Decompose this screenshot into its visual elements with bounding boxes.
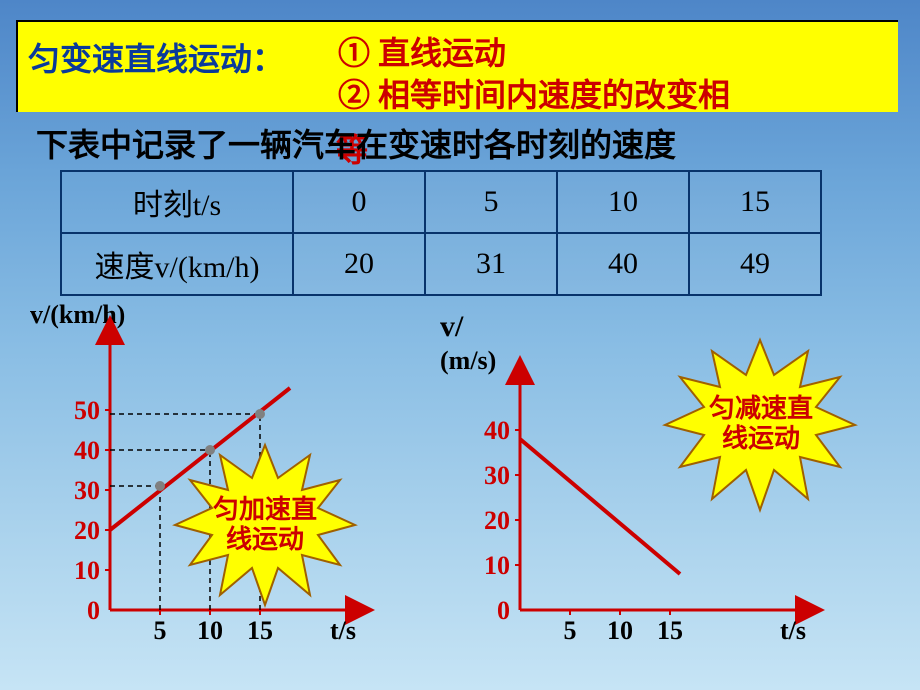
ytick: 30 [50,476,100,506]
cell: 15 [689,171,821,233]
data-table: 时刻t/s 0 5 10 15 速度v/(km/h) 20 31 40 49 [60,170,822,296]
xtick: 10 [600,616,640,646]
chart-right: v/ (m/s) 0 10 20 30 40 5 10 15 t/s 匀减速直 … [440,300,910,680]
xtick: 5 [550,616,590,646]
header-title: 匀变速直线运动： [28,34,284,80]
burst-right-text: 匀减速直 线运动 [698,394,824,454]
ytick: 0 [460,596,510,626]
header-bullet-1: ① 直线运动 [338,28,506,74]
ytick: 30 [460,461,510,491]
cell: 40 [557,233,689,295]
row1-label: 时刻t/s [61,171,293,233]
cell: 5 [425,171,557,233]
ytick: 0 [50,596,100,626]
ytick: 40 [50,436,100,466]
xtick: 10 [190,616,230,646]
row2-label: 速度v/(km/h) [61,233,293,295]
ytick: 40 [460,416,510,446]
xlabel-right: t/s [780,616,806,646]
cell: 0 [293,171,425,233]
burst-r2: 线运动 [722,424,800,453]
xtick: 15 [650,616,690,646]
burst-l2: 线运动 [226,525,304,554]
ytick: 10 [50,556,100,586]
header-bullet-2: ② 相等时间内速度的改变相 [338,70,730,116]
table-row: 时刻t/s 0 5 10 15 [61,171,821,233]
cell: 10 [557,171,689,233]
subtitle: 下表中记录了一辆汽车在变速时各时刻的速度 [36,120,676,166]
burst-left-text: 匀加速直 线运动 [205,495,325,555]
cell: 20 [293,233,425,295]
header-box: 匀变速直线运动： ① 直线运动 ② 相等时间内速度的改变相 [16,20,898,112]
ytick: 20 [50,516,100,546]
xtick: 5 [140,616,180,646]
burst-l1: 匀加速直 [213,495,317,524]
chart-left: v/(km/h) 0 10 20 30 40 50 [30,300,440,680]
xlabel-left: t/s [330,616,356,646]
burst-r1: 匀减速直 [709,394,813,423]
table-row: 速度v/(km/h) 20 31 40 49 [61,233,821,295]
ytick: 50 [50,396,100,426]
cell: 31 [425,233,557,295]
ytick: 20 [460,506,510,536]
xtick: 15 [240,616,280,646]
ytick: 10 [460,551,510,581]
cell: 49 [689,233,821,295]
